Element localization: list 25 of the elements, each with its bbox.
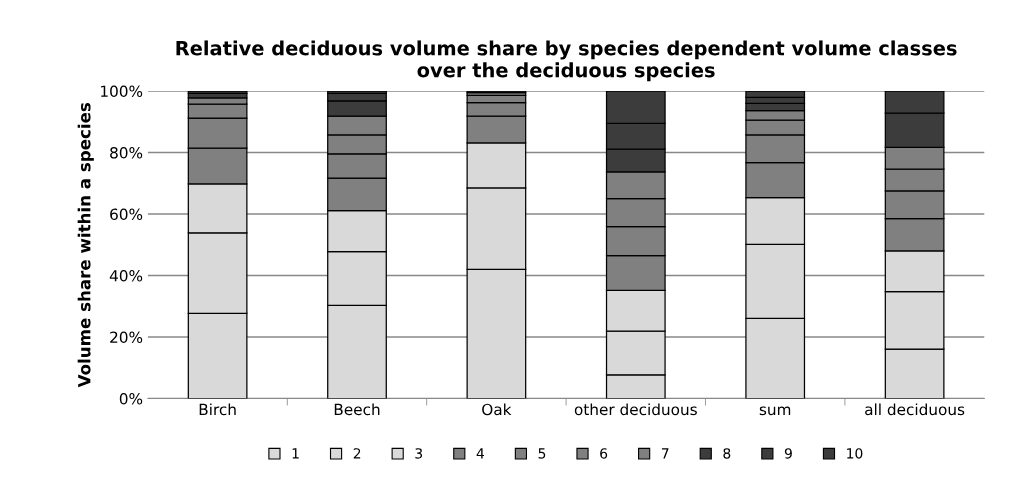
x-tick-label: Oak bbox=[482, 403, 512, 416]
bar bbox=[187, 91, 248, 95]
legend-label: 10 bbox=[847, 448, 863, 459]
y-tick-label: 40% bbox=[109, 269, 143, 282]
y-axis-title: Volume share within a species bbox=[77, 102, 94, 388]
legend-label: 4 bbox=[476, 448, 485, 459]
y-tick-label: 80% bbox=[110, 146, 143, 159]
legend-label: 5 bbox=[538, 448, 546, 459]
legend-label: 6 bbox=[600, 448, 608, 459]
x-tick-label: other deciduous bbox=[574, 403, 697, 416]
y-tick-label: 0% bbox=[119, 392, 143, 405]
legend-label: 8 bbox=[723, 448, 731, 459]
chart-title: Relative deciduous volume share by species dependent volume classes over the deciduous species bbox=[176, 40, 957, 82]
x-tick-label: Beech bbox=[334, 403, 380, 416]
x-tick-label: all deciduous bbox=[865, 403, 965, 416]
x-tick-label: Birch bbox=[199, 403, 236, 416]
legend-label: 9 bbox=[784, 448, 792, 459]
legend-label: 1 bbox=[292, 448, 299, 459]
legend-label: 3 bbox=[415, 448, 423, 459]
y-tick-label: 20% bbox=[110, 331, 143, 344]
y-tick-label: 60% bbox=[110, 208, 143, 221]
y-tick-label: 100% bbox=[101, 85, 143, 98]
legend-label: 7 bbox=[661, 448, 669, 459]
x-tick-label: sum bbox=[759, 406, 791, 416]
legend-label: 2 bbox=[353, 448, 361, 459]
